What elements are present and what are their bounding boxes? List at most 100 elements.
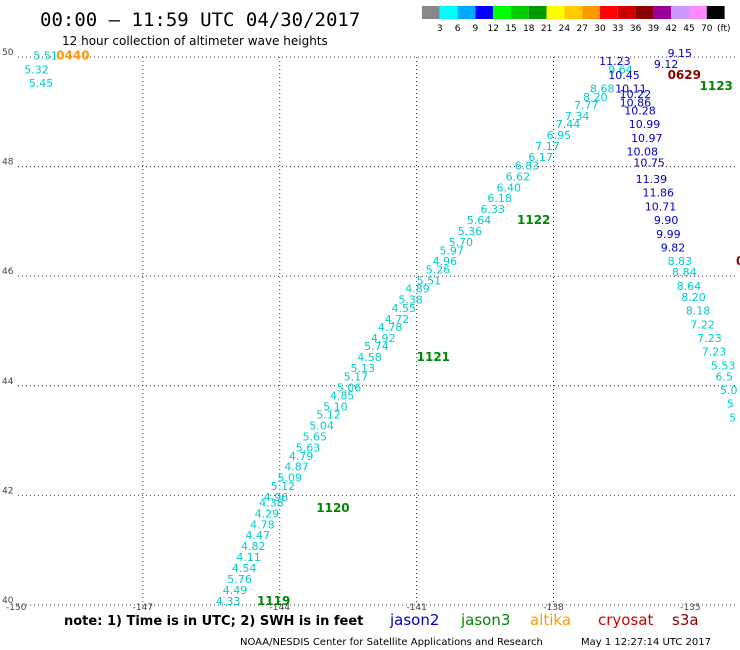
wave-height-value: 5.10 <box>323 400 348 413</box>
wave-height-value: 6.62 <box>506 170 531 183</box>
wave-height-value: 9.15 <box>668 47 693 60</box>
legend-swatch <box>475 6 494 19</box>
wave-height-value: 10.86 <box>620 96 652 109</box>
legend-swatch <box>582 6 600 19</box>
wave-height-value: 4.85 <box>330 390 355 403</box>
wave-height-value: 4.33 <box>216 595 241 608</box>
wave-height-value: 6.33 <box>481 203 506 216</box>
wave-height-value: 6.83 <box>515 159 540 172</box>
lon-tick-label: -147 <box>133 603 153 613</box>
lon-tick-label: -141 <box>406 603 426 613</box>
wave-height-value: 5.26 <box>426 263 451 276</box>
map-grid <box>18 56 736 606</box>
wave-height-value: 10.11 <box>615 83 647 96</box>
wave-height-value: 5.36 <box>458 225 483 238</box>
wave-height-value: 7.23 <box>702 346 727 359</box>
wave-height-value: 10.97 <box>631 132 663 145</box>
wave-height-value: 4.89 <box>405 283 430 296</box>
wave-height-value: 5.65 <box>303 431 328 444</box>
wave-height-value: 4.79 <box>289 450 314 463</box>
wave-height-value: 5.17 <box>344 370 369 383</box>
wave-height-value: 4.58 <box>357 351 382 364</box>
lat-tick-label: 46 <box>2 267 14 277</box>
legend-label: 30 <box>594 24 606 34</box>
lat-tick-label: 50 <box>2 48 14 58</box>
mission-altika: altika <box>530 611 571 629</box>
legend-label: 42 <box>665 24 676 34</box>
legend-label: 39 <box>648 24 660 34</box>
wave-height-value: 5.64 <box>467 214 492 227</box>
legend-swatch <box>511 6 529 19</box>
mission-s3a: s3a <box>672 611 699 629</box>
wave-height-value: 6.5 <box>715 370 733 383</box>
legend-label: 3 <box>437 24 443 34</box>
wave-height-value: 10.08 <box>627 146 659 159</box>
legend-label: 9 <box>473 24 479 34</box>
lat-tick-label: 42 <box>2 486 13 496</box>
legend-swatch <box>653 6 672 19</box>
wave-height-value: 11.39 <box>636 173 668 186</box>
legend-label: 12 <box>487 24 498 34</box>
wave-height-value: 7.22 <box>690 318 715 331</box>
legend-label: 33 <box>612 24 623 34</box>
wave-height-value: 11.86 <box>642 187 674 200</box>
pass-time-label: 0629 <box>668 68 701 82</box>
legend-swatch <box>689 6 707 19</box>
legend-swatch <box>422 6 440 19</box>
lat-tick-label: 48 <box>2 158 14 168</box>
wave-height-value: 8.64 <box>677 280 702 293</box>
lon-tick-label: -150 <box>6 603 27 613</box>
wave-height-value: 9.12 <box>654 58 679 71</box>
wave-height-value: 4.96 <box>433 255 458 268</box>
wave-height-value: 4.96 <box>264 491 289 504</box>
wave-height-value: 6.17 <box>528 151 553 164</box>
legend-swatch <box>564 6 583 19</box>
legend-label: 21 <box>541 24 552 34</box>
legend-label: 70 <box>701 24 713 34</box>
wave-height-value: 5.74 <box>364 340 389 353</box>
wave-height-value: 5 <box>729 411 736 424</box>
wave-height-value: 5.45 <box>29 77 54 90</box>
pass-time-label: 1120 <box>316 501 349 515</box>
wave-height-value: 9.90 <box>654 214 679 227</box>
wave-height-value: 5 <box>727 398 734 411</box>
legend-swatch <box>457 6 476 19</box>
wave-height-value: 4.82 <box>241 540 266 553</box>
wave-height-value: 9.64 <box>608 63 633 76</box>
wave-height-value: 11.23 <box>599 55 631 68</box>
pass-time-label: 0440 <box>56 49 89 63</box>
mission-legend: jason2 jason3 altika cryosat s3a <box>389 611 699 629</box>
pass-time-label: 1123 <box>700 79 733 93</box>
wave-height-value: 10.28 <box>624 105 656 118</box>
legend-swatch <box>635 6 654 19</box>
pass-time-label: 06 <box>736 254 740 268</box>
wave-height-value: 5.0 <box>720 384 738 397</box>
wave-height-value: 10.45 <box>608 69 640 82</box>
wave-height-value: 4.78 <box>378 321 403 334</box>
wave-height-value: 8.84 <box>672 266 697 279</box>
legend-label: 36 <box>630 24 642 34</box>
wave-height-value: 10.99 <box>629 118 661 131</box>
wave-height-value: 4.72 <box>385 313 410 326</box>
wave-height-value: 4.92 <box>371 332 396 345</box>
legend-swatch <box>439 6 458 19</box>
legend-label: 6 <box>455 24 461 34</box>
legend-swatch <box>600 6 618 19</box>
wave-height-value: 10.75 <box>633 157 665 170</box>
map-subtitle: 12 hour collection of altimeter wave hei… <box>62 34 328 48</box>
wave-height-value: 7.17 <box>535 140 560 153</box>
wave-height-value: 4.54 <box>232 562 257 575</box>
wave-height-value: 7.44 <box>556 118 581 131</box>
wave-height-value: 8.68 <box>590 83 615 96</box>
wave-height-value: 9.82 <box>661 242 686 255</box>
footer-timestamp: May 1 12:27:14 UTC 2017 <box>581 637 711 648</box>
pass-time-label: 1122 <box>517 213 550 227</box>
wave-height-value: 10.22 <box>620 88 652 101</box>
wave-height-value: 10.71 <box>645 200 677 213</box>
pass-time-label: 1121 <box>417 350 450 364</box>
wave-height-value: 8.20 <box>583 91 608 104</box>
wave-height-value: 7.34 <box>565 110 590 123</box>
wave-height-value: 5.13 <box>350 362 375 375</box>
